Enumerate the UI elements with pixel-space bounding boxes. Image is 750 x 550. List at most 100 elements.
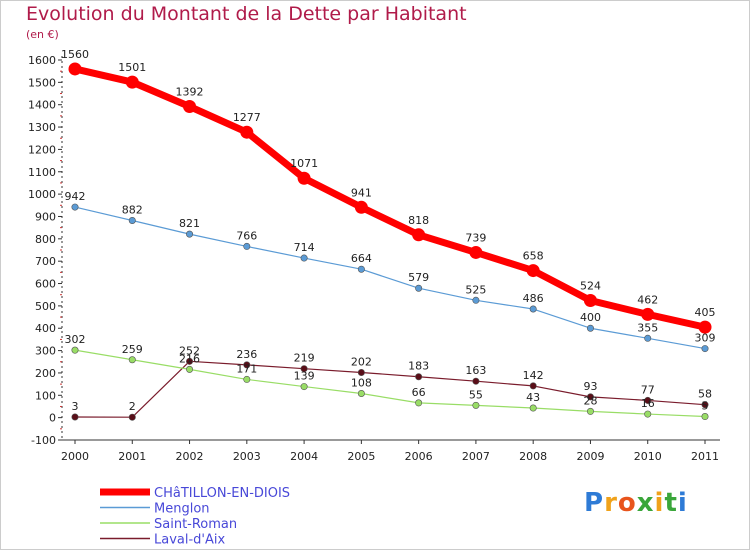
- data-label: 309: [695, 332, 716, 345]
- data-point: [529, 382, 537, 390]
- legend: CHâTILLON-EN-DIOISMenglonSaint-RomanLava…: [100, 486, 290, 548]
- data-label: 55: [469, 388, 483, 401]
- data-label: 142: [523, 369, 544, 382]
- series-line: [74, 206, 706, 350]
- x-tick-label: 2006: [405, 450, 433, 463]
- data-label: 77: [641, 383, 655, 396]
- y-tick-label: 700: [35, 255, 56, 268]
- data-point: [701, 401, 709, 409]
- data-point: [186, 365, 194, 373]
- y-tick-label: 300: [35, 345, 56, 358]
- data-label: 28: [583, 394, 597, 407]
- legend-label: CHâTILLON-EN-DIOIS: [154, 486, 290, 501]
- data-label: 524: [580, 280, 601, 293]
- data-point: [186, 230, 194, 238]
- chart-title: Evolution du Montant de la Dette par Hab…: [26, 3, 467, 25]
- y-tick-label: 1600: [28, 54, 56, 67]
- y-tick-label: 1400: [28, 99, 56, 112]
- x-tick-label: 2007: [462, 450, 490, 463]
- data-label: 1392: [176, 85, 204, 98]
- series-layer: [68, 62, 712, 421]
- data-point: [701, 413, 709, 421]
- data-point: [240, 125, 254, 139]
- data-label: 486: [523, 292, 544, 305]
- data-point: [644, 410, 652, 418]
- chart-subtitle: (en €): [26, 28, 59, 41]
- data-label: 462: [637, 293, 658, 306]
- y-tick-label: 1500: [28, 76, 56, 89]
- y-tick-label: 500: [35, 300, 56, 313]
- y-tick-label: 800: [35, 233, 56, 246]
- y-tick-label: 200: [35, 367, 56, 380]
- data-point: [71, 346, 79, 354]
- data-label: 202: [351, 355, 372, 368]
- x-tick-label: 2009: [576, 450, 604, 463]
- y-tick-label: 0: [49, 412, 56, 425]
- data-point: [128, 356, 136, 364]
- data-point: [357, 265, 365, 273]
- y-tick-label: 600: [35, 278, 56, 291]
- data-label: 236: [236, 348, 257, 361]
- data-label: 579: [408, 271, 429, 284]
- data-label: 664: [351, 252, 372, 265]
- data-point: [529, 404, 537, 412]
- x-tick-label: 2001: [118, 450, 146, 463]
- data-point: [300, 383, 308, 391]
- axes: -100 0 100 200 300 400 500 600 700 800 900 1000 1100…: [28, 54, 720, 463]
- data-label: 739: [465, 231, 486, 244]
- data-point: [586, 324, 594, 332]
- x-tick-label: 2008: [519, 450, 547, 463]
- series-line: [74, 360, 706, 418]
- data-label: 818: [408, 214, 429, 227]
- data-label: 821: [179, 217, 200, 230]
- data-label: 163: [465, 364, 486, 377]
- data-label: 16: [641, 397, 655, 410]
- data-label: 183: [408, 360, 429, 373]
- data-point: [644, 396, 652, 404]
- data-point: [698, 320, 712, 334]
- data-label: 941: [351, 186, 372, 199]
- x-tick-label: 2010: [634, 450, 662, 463]
- data-point: [128, 413, 136, 421]
- data-point: [526, 264, 540, 278]
- y-tick-label: 100: [35, 389, 56, 402]
- data-point: [472, 401, 480, 409]
- data-point: [701, 345, 709, 353]
- y-tick-label: 1200: [28, 143, 56, 156]
- data-point: [586, 393, 594, 401]
- y-tick-label: 1300: [28, 121, 56, 134]
- data-label: 1071: [290, 157, 318, 170]
- data-point: [243, 242, 251, 250]
- logo-letter: o: [617, 488, 637, 518]
- data-point: [583, 294, 597, 308]
- data-point: [183, 99, 197, 113]
- y-tick-label: 1100: [28, 166, 56, 179]
- logo-letter: x: [636, 488, 655, 518]
- data-label: 882: [122, 203, 143, 216]
- data-label: 108: [351, 377, 372, 390]
- data-label: 3: [72, 400, 79, 413]
- data-label: 302: [65, 333, 86, 346]
- data-label: 766: [236, 229, 257, 242]
- y-tick-label: 900: [35, 210, 56, 223]
- data-point: [297, 171, 311, 185]
- data-point: [71, 413, 79, 421]
- data-label: 405: [695, 306, 716, 319]
- data-label: 43: [526, 391, 540, 404]
- data-label: 1277: [233, 111, 261, 124]
- data-point: [300, 254, 308, 262]
- x-tick-label: 2002: [176, 450, 204, 463]
- data-point: [357, 368, 365, 376]
- data-point: [472, 377, 480, 385]
- data-point: [243, 375, 251, 383]
- y-tick-label: 1000: [28, 188, 56, 201]
- legend-label: Laval-d'Aix: [154, 533, 226, 548]
- data-point: [641, 307, 655, 321]
- data-point: [586, 407, 594, 415]
- logo-letter: t: [664, 488, 678, 518]
- data-point: [644, 334, 652, 342]
- data-label: 1501: [118, 61, 146, 74]
- data-label: 1560: [61, 48, 89, 61]
- x-tick-label: 2011: [691, 450, 719, 463]
